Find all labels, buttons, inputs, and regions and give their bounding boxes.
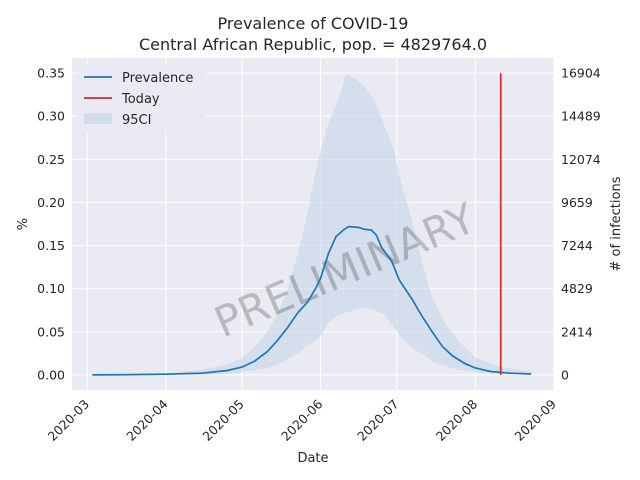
ci-band: [92, 74, 532, 375]
x-axis-label: Date: [297, 451, 328, 466]
x-tick-label: 2020-08: [433, 396, 481, 444]
y-tick-label: 0.00: [37, 367, 65, 382]
x-tick-label: 2020-06: [278, 396, 326, 444]
y-tick-label: 0.05: [37, 324, 65, 339]
y2-axis-label: # of infections: [609, 176, 624, 271]
y-tick-label: 0.35: [37, 66, 65, 81]
y2-tick-label: 7244: [561, 238, 593, 253]
y2-tick-label: 14489: [561, 109, 601, 124]
x-tick-label: 2020-03: [45, 396, 93, 444]
prevalence-line: [92, 225, 532, 376]
y2-tick-label: 9659: [561, 195, 593, 210]
y2-tick-label: 16904: [561, 66, 601, 81]
y-tick-label: 0.20: [37, 195, 65, 210]
legend-ci-swatch: [84, 113, 112, 124]
y2-tick-label: 12074: [561, 152, 601, 167]
x-tick-label: 2020-05: [199, 396, 247, 444]
x-tick-label: 2020-04: [123, 396, 171, 444]
y2-tick-label: 2414: [561, 324, 593, 339]
x-axis: 2020-03 2020-04 2020-05 2020-06 2020-07 2020-…: [45, 396, 559, 444]
y-tick-label: 0.30: [37, 109, 65, 124]
chart-title: Prevalence of COVID-19: [218, 14, 409, 33]
y-tick-label: 0.15: [37, 238, 65, 253]
legend-prevalence-label: Prevalence: [122, 71, 193, 86]
y2-tick-label: 4829: [561, 281, 593, 296]
x-tick-label: 2020-09: [511, 396, 559, 444]
y-axis-label: %: [16, 218, 31, 230]
y-tick-label: 0.25: [37, 152, 65, 167]
y-axis: 0.00 0.05 0.10 0.15 0.20 0.25 0.30 0.35: [37, 66, 65, 383]
y2-axis: 0 2414 4829 7244 9659 12074 14489 16904: [561, 66, 601, 383]
y2-tick-label: 0: [561, 367, 569, 382]
legend-today-label: Today: [121, 92, 160, 107]
legend-ci-label: 95CI: [122, 113, 151, 128]
y-tick-label: 0.10: [37, 281, 65, 296]
x-tick-label: 2020-07: [354, 396, 402, 444]
legend: Prevalence Today 95CI: [78, 64, 206, 132]
chart-subtitle: Central African Republic, pop. = 4829764…: [139, 35, 487, 54]
